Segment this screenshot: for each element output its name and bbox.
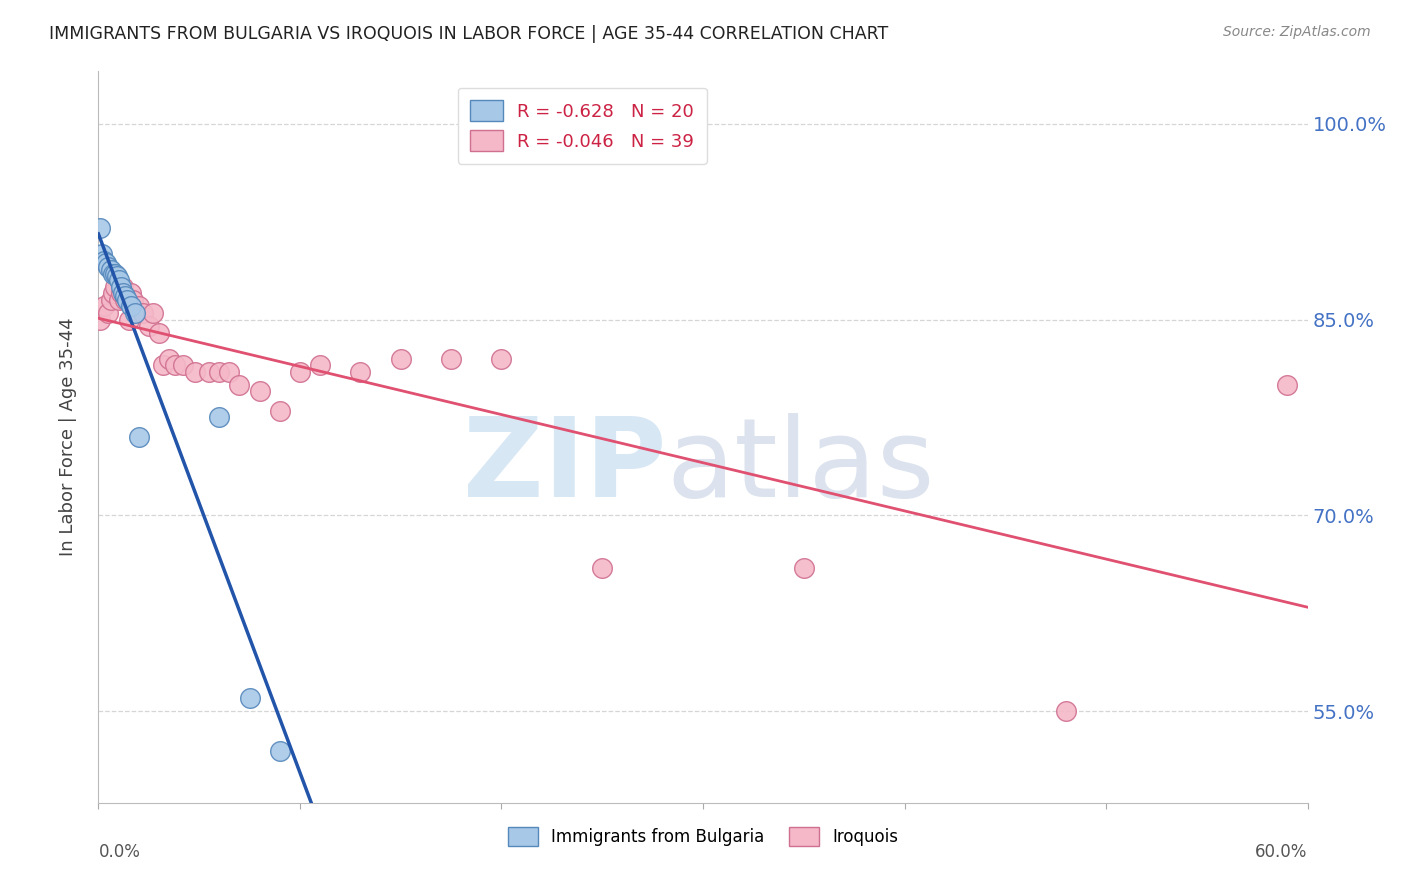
Point xyxy=(132,306,155,320)
Point xyxy=(100,293,122,307)
Point xyxy=(389,351,412,366)
Point xyxy=(89,312,111,326)
Point xyxy=(110,280,132,294)
Point xyxy=(148,326,170,340)
Point xyxy=(142,306,165,320)
Point xyxy=(793,560,815,574)
Point xyxy=(208,410,231,425)
Point xyxy=(100,263,122,277)
Text: Source: ZipAtlas.com: Source: ZipAtlas.com xyxy=(1223,25,1371,39)
Point xyxy=(114,293,136,307)
Point xyxy=(218,365,240,379)
Point xyxy=(97,306,120,320)
Point xyxy=(115,293,138,307)
Point xyxy=(101,286,124,301)
Point xyxy=(440,351,463,366)
Text: IMMIGRANTS FROM BULGARIA VS IROQUOIS IN LABOR FORCE | AGE 35-44 CORRELATION CHAR: IMMIGRANTS FROM BULGARIA VS IROQUOIS IN … xyxy=(49,25,889,43)
Point xyxy=(114,289,136,303)
Point xyxy=(128,300,150,314)
Point xyxy=(239,691,262,706)
Point xyxy=(105,269,128,284)
Point xyxy=(269,404,291,418)
Point xyxy=(128,430,150,444)
Point xyxy=(349,365,371,379)
Point xyxy=(103,267,125,281)
Text: atlas: atlas xyxy=(666,413,935,520)
Point xyxy=(111,286,134,301)
Point xyxy=(157,351,180,366)
Point xyxy=(198,365,221,379)
Text: 60.0%: 60.0% xyxy=(1256,843,1308,861)
Point xyxy=(111,280,134,294)
Point xyxy=(138,319,160,334)
Point xyxy=(96,256,118,270)
Point xyxy=(110,286,132,301)
Point xyxy=(118,312,141,326)
Point xyxy=(89,221,111,235)
Point xyxy=(228,377,250,392)
Point xyxy=(120,286,142,301)
Y-axis label: In Labor Force | Age 35-44: In Labor Force | Age 35-44 xyxy=(59,318,77,557)
Point xyxy=(249,384,271,399)
Point xyxy=(121,293,143,307)
Legend: Immigrants from Bulgaria, Iroquois: Immigrants from Bulgaria, Iroquois xyxy=(501,821,905,853)
Point xyxy=(288,365,311,379)
Point xyxy=(491,351,513,366)
Point xyxy=(172,358,194,372)
Point xyxy=(93,253,115,268)
Point xyxy=(152,358,174,372)
Point xyxy=(1054,705,1077,719)
Point xyxy=(91,247,114,261)
Text: 0.0%: 0.0% xyxy=(98,843,141,861)
Text: ZIP: ZIP xyxy=(464,413,666,520)
Point xyxy=(591,560,613,574)
Point xyxy=(107,293,129,307)
Point xyxy=(120,300,142,314)
Point xyxy=(163,358,186,372)
Point xyxy=(208,365,231,379)
Point xyxy=(124,306,146,320)
Point xyxy=(107,273,129,287)
Point xyxy=(269,743,291,757)
Point xyxy=(97,260,120,275)
Point xyxy=(103,280,125,294)
Point xyxy=(184,365,207,379)
Point xyxy=(101,267,124,281)
Point xyxy=(93,300,115,314)
Point xyxy=(309,358,332,372)
Point xyxy=(1277,377,1299,392)
